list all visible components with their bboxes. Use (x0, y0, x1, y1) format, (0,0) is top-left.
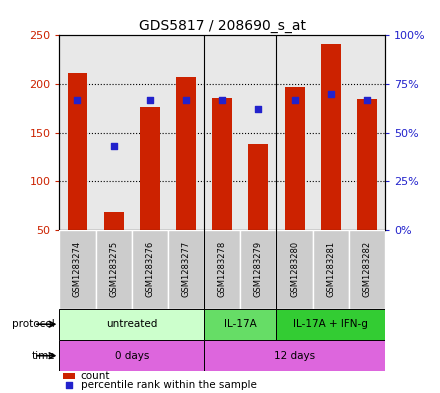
Point (183, 96, 190, 103)
Bar (357, 99, 377, 230)
Bar (132, 230, 168, 309)
Title: GDS5817 / 208690_s_at: GDS5817 / 208690_s_at (139, 19, 306, 33)
Bar (321, 44, 341, 230)
Text: IL-17A + IFN-g: IL-17A + IFN-g (293, 319, 368, 329)
Bar (240, 230, 276, 309)
Bar (176, 77, 196, 230)
Text: GSM1283276: GSM1283276 (145, 241, 154, 298)
Bar (249, 144, 268, 230)
Bar (59, 340, 204, 371)
Bar (104, 212, 124, 230)
Point (110, 143, 117, 149)
Bar (168, 230, 204, 309)
Text: GSM1283282: GSM1283282 (363, 241, 371, 297)
Bar (95, 230, 132, 309)
Bar (276, 230, 313, 309)
Bar (59, 309, 204, 340)
Text: GSM1283274: GSM1283274 (73, 241, 82, 297)
Text: IL-17A: IL-17A (224, 319, 257, 329)
Text: 12 days: 12 days (274, 351, 315, 361)
Bar (204, 309, 276, 340)
Text: count: count (81, 371, 110, 381)
Bar (276, 309, 385, 340)
Text: untreated: untreated (106, 319, 158, 329)
Point (74, 96, 81, 103)
Text: GSM1283280: GSM1283280 (290, 241, 299, 297)
Point (255, 106, 262, 112)
Point (219, 96, 226, 103)
Text: GSM1283278: GSM1283278 (218, 241, 227, 298)
Bar (204, 230, 240, 309)
Text: protocol: protocol (12, 319, 55, 329)
Text: time: time (31, 351, 55, 361)
Text: 0 days: 0 days (114, 351, 149, 361)
Bar (59, 230, 95, 309)
Point (363, 96, 370, 103)
Text: GSM1283279: GSM1283279 (254, 241, 263, 297)
Text: GSM1283281: GSM1283281 (326, 241, 335, 297)
Bar (140, 107, 160, 230)
Point (147, 96, 154, 103)
Text: GSM1283277: GSM1283277 (182, 241, 191, 298)
Bar (204, 340, 385, 371)
Bar (212, 97, 232, 230)
Bar (285, 87, 304, 230)
Bar (313, 230, 349, 309)
Text: percentile rank within the sample: percentile rank within the sample (81, 380, 257, 390)
Point (291, 96, 298, 103)
Bar (349, 230, 385, 309)
Point (327, 90, 334, 97)
Point (65, 382, 72, 388)
Bar (68, 73, 88, 230)
Bar (62, 373, 75, 378)
Text: GSM1283275: GSM1283275 (109, 241, 118, 297)
